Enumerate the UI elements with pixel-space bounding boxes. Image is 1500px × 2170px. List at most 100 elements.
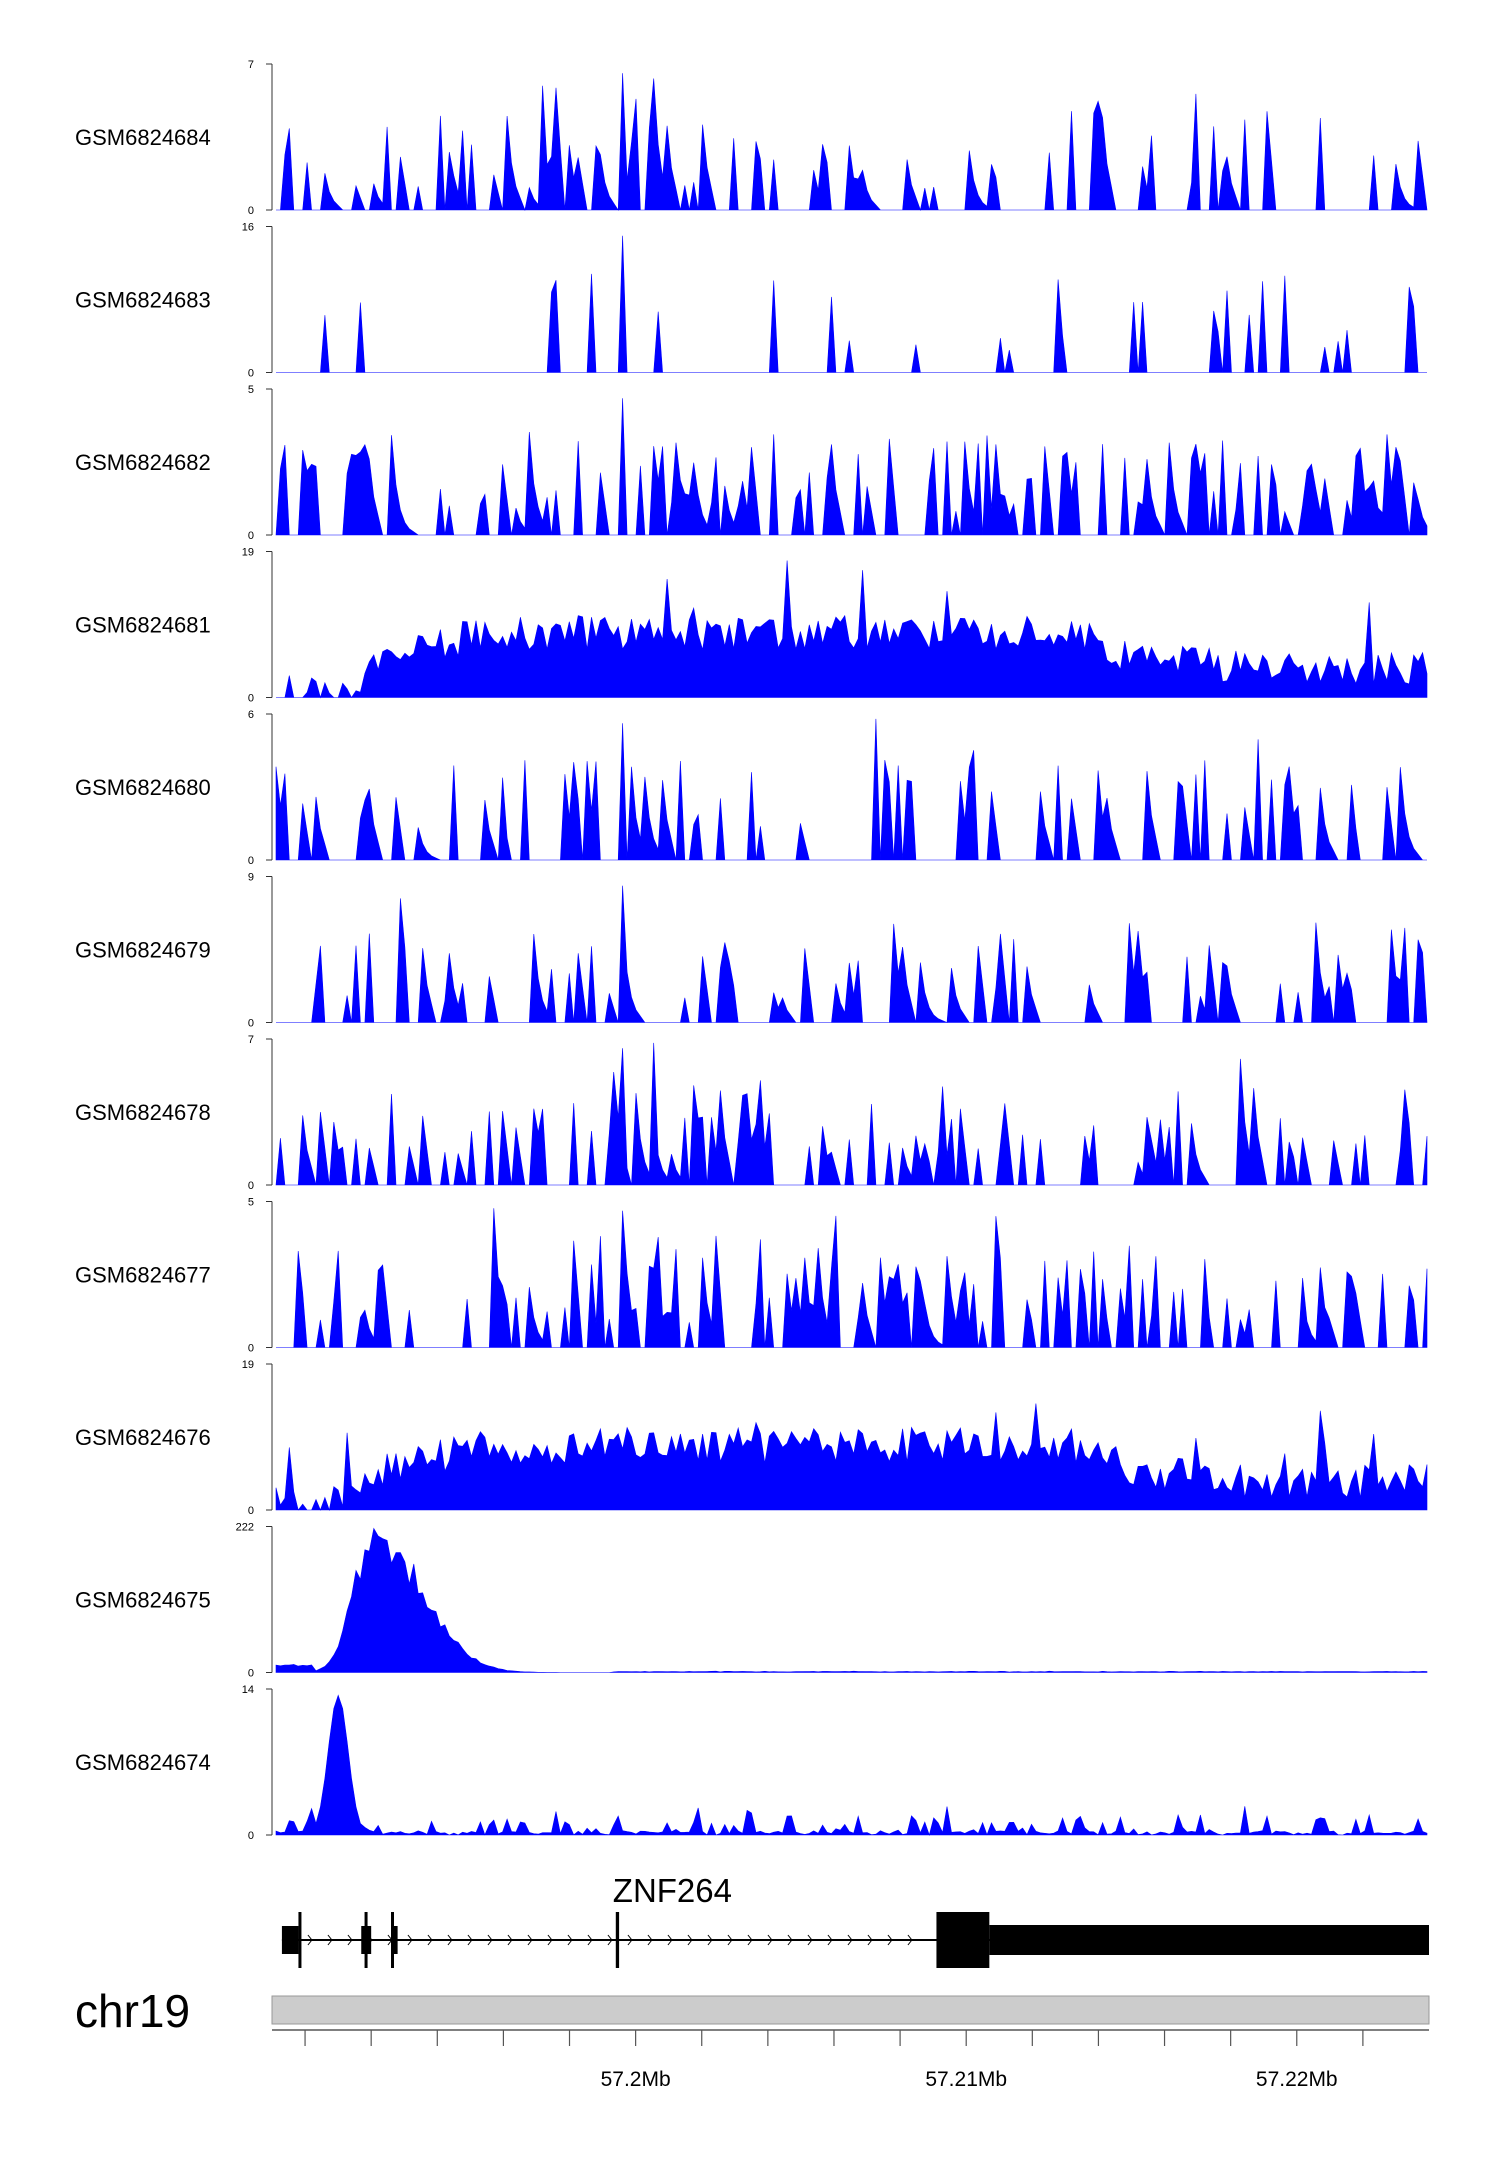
strand-arrow xyxy=(867,1934,873,1946)
track-ymin-label: 0 xyxy=(248,1505,254,1517)
strand-arrow xyxy=(767,1934,773,1946)
track-ymin-label: 0 xyxy=(248,1018,254,1030)
strand-arrow xyxy=(327,1934,333,1946)
track-ymin-label: 0 xyxy=(248,855,254,867)
coverage-area xyxy=(275,1694,1428,1837)
strand-arrow xyxy=(907,1934,913,1946)
track-label: GSM6824678 xyxy=(75,1100,211,1125)
track-ymin-label: 0 xyxy=(248,1668,254,1680)
track-GSM6824675: GSM6824675 222 0 xyxy=(75,1522,1428,1680)
track-ymax-label: 5 xyxy=(248,1197,254,1209)
track-ymax-label: 6 xyxy=(248,709,254,721)
gene-exon xyxy=(281,1926,299,1954)
track-GSM6824682: GSM6824682 5 0 xyxy=(75,384,1428,542)
strand-arrow xyxy=(347,1934,353,1946)
track-ymax-label: 222 xyxy=(236,1522,254,1534)
strand-arrow xyxy=(807,1934,813,1946)
coverage-area xyxy=(276,235,1427,373)
coverage-tracks: GSM682468470GSM6824683160GSM682468250GSM… xyxy=(75,59,1428,1842)
strand-arrow xyxy=(567,1934,573,1946)
track-ymax-label: 5 xyxy=(248,384,254,396)
coverage-area xyxy=(275,398,1428,536)
strand-arrow xyxy=(687,1934,693,1946)
track-label: GSM6824680 xyxy=(75,775,211,800)
coverage-area xyxy=(276,1208,1428,1348)
gene-exon xyxy=(391,1926,398,1954)
strand-arrow xyxy=(667,1934,673,1946)
track-ymax-label: 19 xyxy=(242,1359,254,1371)
track-GSM6824676: GSM6824676 19 0 xyxy=(75,1359,1428,1517)
strand-arrow xyxy=(427,1934,433,1946)
track-label: GSM6824679 xyxy=(75,938,211,963)
strand-arrow xyxy=(527,1934,533,1946)
strand-arrow xyxy=(547,1934,553,1946)
strand-arrow xyxy=(747,1934,753,1946)
track-GSM6824679: GSM6824679 9 0 xyxy=(75,872,1428,1030)
strand-arrow xyxy=(607,1934,613,1946)
track-label: GSM6824676 xyxy=(75,1425,211,1450)
track-GSM6824678: GSM6824678 7 0 xyxy=(75,1034,1428,1192)
track-label: GSM6824674 xyxy=(75,1750,211,1775)
track-GSM6824677: GSM6824677 5 0 xyxy=(75,1197,1428,1355)
track-GSM6824683: GSM6824683 16 0 xyxy=(75,222,1427,380)
track-ymax-label: 9 xyxy=(248,872,254,884)
track-ymin-label: 0 xyxy=(248,205,254,217)
strand-arrow xyxy=(507,1934,513,1946)
track-label: GSM6824677 xyxy=(75,1263,211,1288)
track-ymax-label: 19 xyxy=(242,547,254,559)
track-GSM6824684: GSM6824684 7 0 xyxy=(75,59,1428,217)
coverage-area xyxy=(275,1403,1428,1512)
strand-arrow xyxy=(487,1934,493,1946)
axis-tick-label: 57.21Mb xyxy=(925,2068,1007,2091)
chromosome-ideogram-track: chr19 xyxy=(75,1985,1430,2037)
genome-axis-ticks: 57.2Mb 57.21Mb 57.22Mb xyxy=(304,2030,1364,2091)
track-label: GSM6824683 xyxy=(75,288,211,313)
track-GSM6824681: GSM6824681 19 0 xyxy=(75,547,1428,705)
coverage-area xyxy=(276,560,1428,699)
gene-exon xyxy=(936,1912,990,1968)
coverage-area xyxy=(275,1042,1428,1186)
track-ymin-label: 0 xyxy=(248,693,254,705)
track-GSM6824674: GSM6824674 14 0 xyxy=(75,1684,1428,1842)
track-label: GSM6824682 xyxy=(75,450,211,475)
track-ymin-label: 0 xyxy=(248,1830,254,1842)
axis-tick-label: 57.2Mb xyxy=(601,2068,671,2091)
gene-exon xyxy=(364,1912,368,1968)
strand-arrow xyxy=(847,1934,853,1946)
strand-arrow xyxy=(307,1934,313,1946)
track-ymax-label: 7 xyxy=(248,59,254,71)
strand-arrow xyxy=(787,1934,793,1946)
gene-exon xyxy=(989,1925,1429,1955)
strand-arrow xyxy=(587,1934,593,1946)
strand-arrow xyxy=(467,1934,473,1946)
track-label: GSM6824684 xyxy=(75,125,211,150)
gene-name-label: ZNF264 xyxy=(613,1872,732,1909)
gene-exon xyxy=(298,1912,302,1968)
track-ymax-label: 14 xyxy=(242,1684,254,1696)
coverage-area xyxy=(276,73,1428,212)
axis-tick-label: 57.22Mb xyxy=(1256,2068,1338,2091)
strand-arrow xyxy=(407,1934,413,1946)
track-ymax-label: 7 xyxy=(248,1034,254,1046)
track-ymin-label: 0 xyxy=(248,1180,254,1192)
strand-arrow xyxy=(647,1934,653,1946)
strand-arrow xyxy=(887,1934,893,1946)
track-label: GSM6824681 xyxy=(75,613,211,638)
gene-exon xyxy=(391,1912,395,1968)
track-label: GSM6824675 xyxy=(75,1588,211,1613)
genome-axis: 57.2Mb 57.21Mb 57.22Mb xyxy=(272,2029,1429,2091)
track-ymin-label: 0 xyxy=(248,368,254,380)
track-GSM6824680: GSM6824680 6 0 xyxy=(75,709,1427,867)
chromosome-label: chr19 xyxy=(75,1985,190,2037)
gene-annotation-track: ZNF264 xyxy=(281,1872,1429,1968)
coverage-area xyxy=(275,718,1427,861)
chromosome-band xyxy=(271,1995,1430,2025)
strand-arrow xyxy=(447,1934,453,1946)
gene-exons xyxy=(281,1912,1429,1968)
strand-arrow xyxy=(627,1934,633,1946)
track-ymin-label: 0 xyxy=(248,1343,254,1355)
gene-exon xyxy=(615,1912,620,1968)
strand-arrow xyxy=(707,1934,713,1946)
track-ymax-label: 16 xyxy=(242,222,254,234)
